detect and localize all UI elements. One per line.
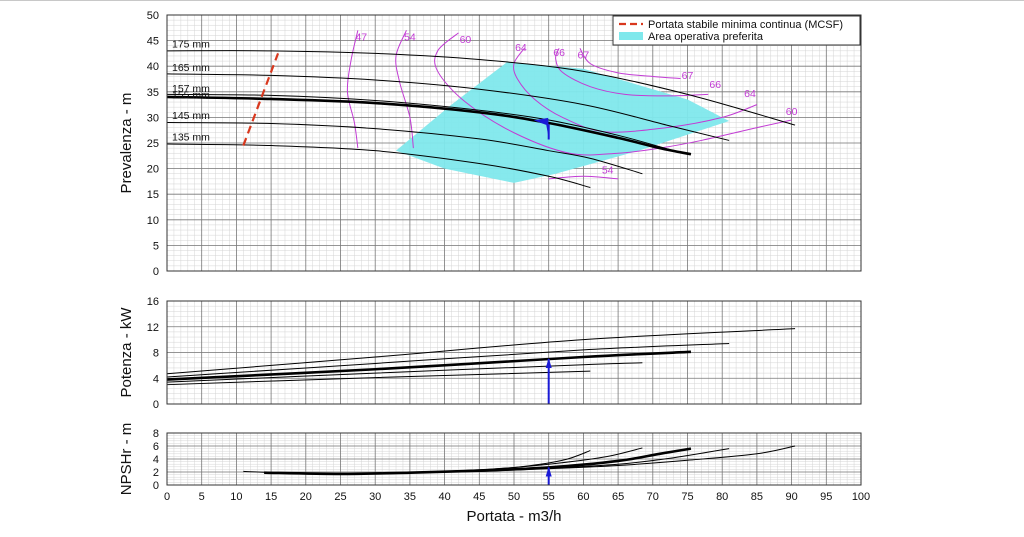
efficiency-curve-47: [346, 30, 359, 149]
curve-label: 135 mm: [172, 132, 210, 144]
curves-layer: [166, 30, 796, 485]
y-axis-title: Potenza - kW: [118, 307, 135, 398]
x-tick-label: 85: [751, 491, 763, 503]
y-tick-label: 40: [147, 61, 159, 73]
efficiency-label: 67: [578, 50, 590, 62]
x-tick-label: 55: [543, 491, 555, 503]
curve-power-175mm: [166, 328, 796, 375]
x-tick-label: 20: [300, 491, 312, 503]
x-tick-label: 15: [265, 491, 277, 503]
x-tick-label: 45: [473, 491, 485, 503]
y-tick-label: 35: [147, 87, 159, 99]
y-tick-label: 10: [147, 215, 159, 227]
curve-head-135mm: [166, 143, 591, 189]
efficiency-label: 54: [602, 165, 614, 177]
y-tick-label: 4: [153, 373, 159, 385]
legend: Portata stabile minima continua (MCSF)Ar…: [612, 15, 861, 46]
x-tick-label: 90: [785, 491, 797, 503]
x-tick-label: 65: [612, 491, 624, 503]
curve-head-165mm: [166, 73, 730, 141]
efficiency-label: 64: [515, 42, 527, 54]
y-tick-label: 2: [153, 467, 159, 479]
curve-head-157mm: [166, 93, 674, 152]
efficiency-label: 54: [404, 32, 416, 44]
y-tick-label: 8: [153, 348, 159, 360]
x-axis-title: Portata - m3/h: [466, 508, 561, 525]
efficiency-label: 66: [553, 47, 565, 59]
efficiency-label: 60: [786, 106, 798, 118]
efficiency-label: 66: [709, 79, 721, 91]
x-tick-label: 50: [508, 491, 520, 503]
y-tick-label: 5: [153, 240, 159, 252]
mcsf-line: [242, 53, 280, 146]
legend-swatch-area: [619, 32, 643, 40]
legend-label: Area operativa preferita: [648, 31, 764, 43]
x-tick-label: 35: [404, 491, 416, 503]
x-tick-label: 25: [334, 491, 346, 503]
curve-label: 157 mm: [172, 83, 210, 95]
efficiency-curve-67: [579, 47, 681, 79]
y-tick-label: 15: [147, 189, 159, 201]
x-tick-label: 80: [716, 491, 728, 503]
curve-head-175mm: [166, 50, 796, 126]
plot-frame-head: [166, 14, 862, 272]
duty-point-arrow: [545, 357, 552, 368]
curve-power-135mm: [166, 370, 591, 386]
y-tick-label: 20: [147, 164, 159, 176]
top-rule: [0, 0, 1024, 1]
y-tick-label: 0: [153, 266, 159, 278]
curve-power-155mm: [166, 350, 692, 381]
y-axis-title: NPSHr - m: [118, 423, 135, 496]
y-tick-label: 6: [153, 441, 159, 453]
x-tick-label: 60: [577, 491, 589, 503]
x-tick-label: 5: [199, 491, 205, 503]
y-tick-label: 30: [147, 112, 159, 124]
efficiency-label: 47: [355, 32, 367, 44]
x-tick-label: 10: [230, 491, 242, 503]
x-tick-label: 70: [647, 491, 659, 503]
y-tick-label: 8: [153, 428, 159, 440]
efficiency-curve-64: [513, 47, 758, 133]
curve-label: 145 mm: [172, 110, 210, 122]
grid-layer: [166, 14, 862, 486]
curve-head-145mm: [166, 122, 643, 175]
curve-label: 175 mm: [172, 38, 210, 50]
y-tick-label: 45: [147, 36, 159, 48]
curve-power-165mm: [166, 342, 730, 378]
y-tick-label: 50: [147, 10, 159, 22]
plot-frame-npsh: [166, 432, 862, 486]
y-tick-label: 12: [147, 322, 159, 334]
legend-box: [612, 15, 861, 46]
x-tick-label: 30: [369, 491, 381, 503]
y-axis-title: Prevalenza - m: [118, 93, 135, 194]
curve-head-155mm: [166, 95, 692, 156]
curve-label: 165 mm: [172, 62, 210, 74]
duty-point-arrow: [545, 466, 552, 477]
x-tick-label: 100: [852, 491, 870, 503]
x-tick-label: 95: [820, 491, 832, 503]
y-tick-label: 16: [147, 296, 159, 308]
plot-frame-power: [166, 300, 862, 405]
y-tick-label: 0: [153, 480, 159, 492]
labels-layer: 47 54 60 64 66 67 67 66 64 60 54 175 mm 165 mm 157 mm…: [172, 32, 798, 177]
efficiency-label: 60: [460, 34, 472, 46]
legend-label: Portata stabile minima continua (MCSF): [648, 19, 843, 31]
x-tick-label: 75: [681, 491, 693, 503]
efficiency-curve-60: [434, 32, 792, 156]
curve-label: 155 mm: [172, 89, 210, 101]
y-tick-label: 0: [153, 399, 159, 411]
x-tick-label: 40: [438, 491, 450, 503]
efficiency-label: 67: [682, 70, 694, 82]
efficiency-label: 64: [744, 88, 756, 100]
y-tick-label: 4: [153, 454, 159, 466]
efficiency-curve-66: [555, 48, 709, 97]
x-tick-label: 0: [164, 491, 170, 503]
curve-power-145mm: [166, 362, 643, 383]
y-tick-label: 25: [147, 138, 159, 150]
